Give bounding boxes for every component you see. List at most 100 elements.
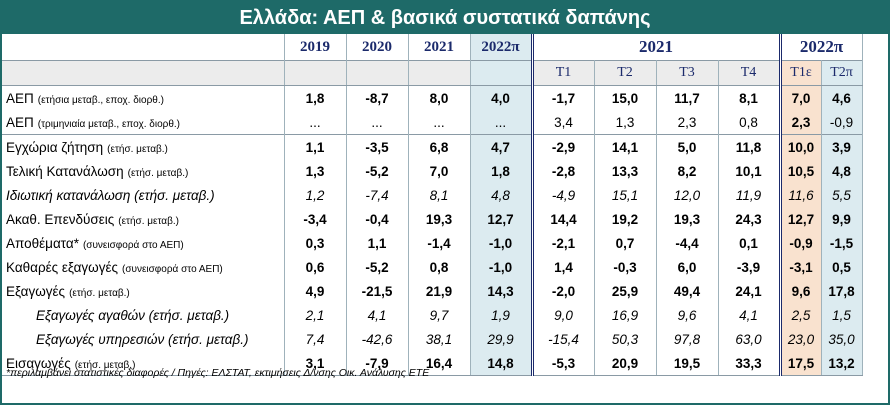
footnote: *περιλαμβάνει στατιστικές διαφορές / Πηγ… [6, 367, 430, 379]
quarterly-value-cell: 1,5 [821, 303, 863, 327]
annual-value-cell: ... [284, 110, 347, 135]
quarterly-value-cell: 15,0 [594, 85, 657, 110]
quarterly-value-cell: 25,9 [594, 279, 657, 303]
row-label-text: Ακαθ. Επενδύσεις [6, 211, 115, 227]
table-row: Εξαγωγές (ετήσ. μεταβ.) 4,9 -21,5 21,9 14,3 -2… [2, 279, 863, 303]
quarterly-value-cell: 12,0 [656, 183, 719, 207]
year-header: 2020 [346, 34, 409, 61]
quarterly-value-cell: 19,5 [656, 351, 719, 376]
row-label-text: Τελική Κατανάλωση [6, 163, 124, 179]
quarterly-value-cell: 20,9 [594, 351, 657, 376]
quarterly-value-cell: 9,6 [780, 279, 822, 303]
quarterly-value-cell: 10,5 [780, 159, 822, 183]
quarterly-value-cell: 19,3 [656, 207, 719, 231]
group-header-2022: 2022π [780, 34, 863, 61]
row-label: Ιδιωτική κατανάλωση (ετήσ. μεταβ.) [2, 183, 285, 207]
quarterly-value-cell: 50,3 [594, 327, 657, 351]
quarter-header: Τ3 [656, 60, 719, 86]
quarterly-value-cell: 2,3 [656, 110, 719, 135]
annual-value-cell: 21,9 [408, 279, 471, 303]
quarter-header: Τ1 [532, 60, 595, 86]
annual-value-cell: 16,4 [408, 351, 471, 376]
quarterly-value-cell: 0,1 [718, 231, 782, 255]
table-row: Εξαγωγές αγαθών (ετήσ. μεταβ.) 2,1 4,1 9,7 1… [2, 303, 863, 327]
quarterly-value-cell: -0,3 [594, 255, 657, 279]
quarterly-value-cell: 16,9 [594, 303, 657, 327]
quarterly-value-cell: 11,7 [656, 85, 719, 110]
quarterly-value-cell: 19,2 [594, 207, 657, 231]
annual-value-cell: 4,8 [470, 183, 534, 207]
annual-value-cell: -7,9 [346, 351, 409, 376]
annual-value-cell: 2,1 [284, 303, 347, 327]
row-label: Εξαγωγές (ετήσ. μεταβ.) [2, 279, 285, 303]
quarterly-value-cell: 3,4 [532, 110, 595, 135]
row-label-text: Εξαγωγές [6, 283, 66, 299]
row-label-text: ΑΕΠ [6, 90, 34, 106]
row-label-unit: (συνεισφορά στο ΑΕΠ) [82, 239, 184, 251]
quarterly-value-cell: 0,5 [821, 255, 863, 279]
quarterly-value-cell: 0,7 [594, 231, 657, 255]
row-label-unit: (ετήσ. μεταβ.) [127, 167, 189, 179]
row-label: Αποθέματα* (συνεισφορά στο ΑΕΠ) [2, 231, 285, 255]
quarterly-value-cell: 15,1 [594, 183, 657, 207]
annual-value-cell: 38,1 [408, 327, 471, 351]
table-row: Εισαγωγές (ετήσ. μεταβ.) 3,1 -7,9 16,4 14,8 -5… [2, 351, 863, 376]
annual-value-cell: 7,0 [408, 159, 471, 183]
table-row: Εξαγωγές υπηρεσιών (ετήσ. μεταβ.) 7,4 -42,… [2, 327, 863, 351]
annual-value-cell: 8,1 [408, 183, 471, 207]
table-row: Τελική Κατανάλωση (ετήσ. μεταβ.) 1,3 -5,2 7,… [2, 159, 863, 183]
annual-value-cell: -5,2 [346, 159, 409, 183]
quarterly-value-cell: 9,0 [532, 303, 595, 327]
row-label: ΑΕΠ (ετήσια μεταβ., εποχ. διορθ.) [2, 85, 285, 110]
header-label-cell [2, 34, 285, 61]
quarterly-value-cell: 33,3 [718, 351, 782, 376]
row-label-text: Εξαγωγές αγαθών (ετήσ. μεταβ.) [36, 307, 230, 323]
quarterly-value-cell: 6,0 [656, 255, 719, 279]
row-label-unit: (ετήσ. μεταβ.) [118, 215, 179, 227]
quarterly-value-cell: 7,0 [780, 85, 822, 110]
quarterly-value-cell: 2,3 [780, 110, 822, 135]
annual-value-cell: 0,6 [284, 255, 347, 279]
quarter-header-forecast: Τ2π [821, 60, 863, 86]
quarterly-value-cell: 12,7 [780, 207, 822, 231]
quarterly-value-cell: 14,1 [594, 134, 657, 159]
annual-value-cell: -1,4 [408, 231, 471, 255]
row-label-text: Ιδιωτική κατανάλωση (ετήσ. μεταβ.) [6, 187, 215, 203]
annual-value-cell: -0,4 [346, 207, 409, 231]
annual-value-cell: 12,7 [470, 207, 534, 231]
annual-value-cell: 14,8 [470, 351, 534, 376]
quarterly-value-cell: 4,8 [821, 159, 863, 183]
row-label-unit: (ετήσ. μεταβ.) [69, 287, 130, 299]
table-row: ΑΕΠ (τριμηνιαία μεταβ., εποχ. διορθ.)....… [2, 110, 863, 135]
quarterly-value-cell: 23,0 [780, 327, 822, 351]
quarterly-value-cell: -4,4 [656, 231, 719, 255]
quarterly-value-cell: -4,9 [532, 183, 595, 207]
quarterly-value-cell: -2,8 [532, 159, 595, 183]
quarterly-value-cell: 8,1 [718, 85, 782, 110]
annual-value-cell: -7,4 [346, 183, 409, 207]
quarterly-value-cell: 4,6 [821, 85, 863, 110]
quarterly-value-cell: 17,8 [821, 279, 863, 303]
row-label-unit: (ετήσια μεταβ., εποχ. διορθ.) [37, 94, 164, 106]
table-row: Ιδιωτική κατανάλωση (ετήσ. μεταβ.) 1,2 -7,… [2, 183, 863, 207]
quarterly-value-cell: 3,9 [821, 134, 863, 159]
quarterly-value-cell: -2,9 [532, 134, 595, 159]
quarterly-value-cell: 49,4 [656, 279, 719, 303]
quarterly-value-cell: 9,9 [821, 207, 863, 231]
quarterly-value-cell: -2,1 [532, 231, 595, 255]
quarter-header-estimate: Τ1ε [780, 60, 822, 86]
annual-value-cell: 6,8 [408, 134, 471, 159]
quarterly-value-cell: 8,2 [656, 159, 719, 183]
quarterly-value-cell: 17,5 [780, 351, 822, 376]
quarterly-value-cell: 97,8 [656, 327, 719, 351]
row-label-unit: (ετήσ. μεταβ.) [107, 143, 168, 155]
annual-value-cell: 29,9 [470, 327, 534, 351]
annual-value-cell: 14,3 [470, 279, 534, 303]
group-header-2021: 2021 [532, 34, 782, 61]
row-label: Τελική Κατανάλωση (ετήσ. μεταβ.) [2, 159, 285, 183]
quarterly-value-cell: 9,6 [656, 303, 719, 327]
table-row: Ακαθ. Επενδύσεις (ετήσ. μεταβ.) -3,4 -0,4 19… [2, 207, 863, 231]
annual-value-cell: 0,8 [408, 255, 471, 279]
quarterly-value-cell: 11,9 [718, 183, 782, 207]
annual-value-cell: 4,0 [470, 85, 534, 110]
